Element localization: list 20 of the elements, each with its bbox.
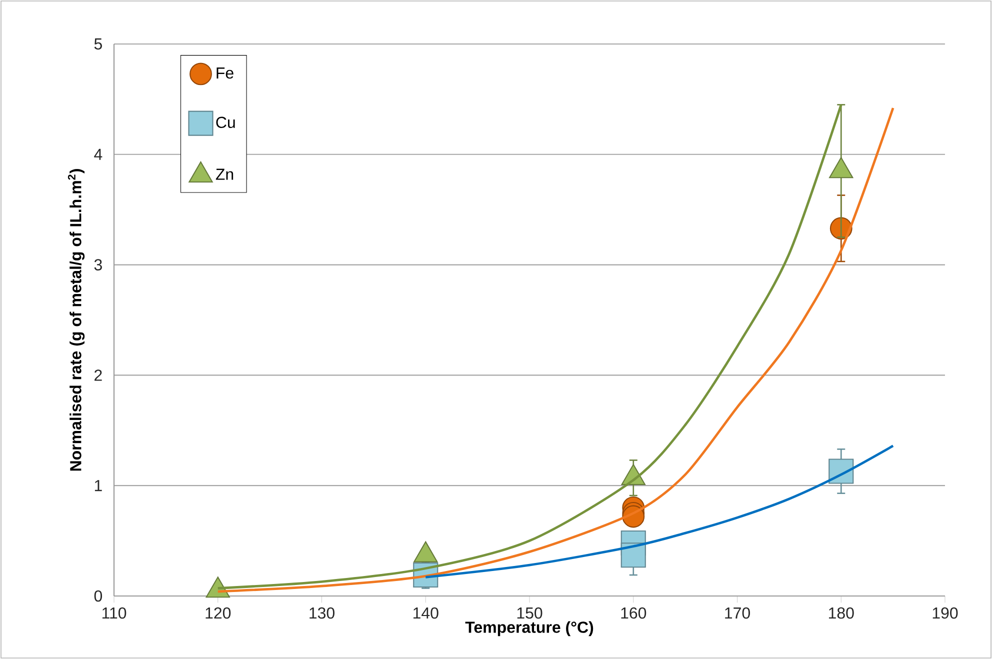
- y-tick-label: 2: [94, 370, 102, 381]
- x-tick-label: 160: [621, 607, 646, 619]
- y-tick-label: 0: [94, 590, 102, 602]
- y-tick-label: 3: [94, 259, 102, 270]
- x-axis-title: Temperature (°C): [465, 621, 594, 636]
- y-axis-title: Normalised rate (g of metal/g of IL.h.m$^{2}$): [68, 169, 85, 471]
- x-tick-label: 190: [932, 607, 958, 619]
- legend-label: Fe: [216, 67, 234, 79]
- x-tick-label: 110: [102, 607, 126, 619]
- legend-label: Zn: [216, 168, 234, 180]
- x-tick-label: 130: [310, 607, 334, 619]
- y-tick-label: 4: [94, 148, 102, 160]
- y-tick-label: 5: [94, 38, 102, 50]
- x-tick-label: 140: [413, 607, 438, 619]
- x-tick-label: 180: [828, 607, 854, 619]
- x-tick-label: 150: [517, 607, 542, 619]
- x-tick-label: 170: [725, 607, 750, 619]
- legend-label: Cu: [216, 116, 235, 128]
- y-tick-label: 1: [94, 480, 102, 492]
- x-tick-label: 120: [206, 607, 231, 619]
